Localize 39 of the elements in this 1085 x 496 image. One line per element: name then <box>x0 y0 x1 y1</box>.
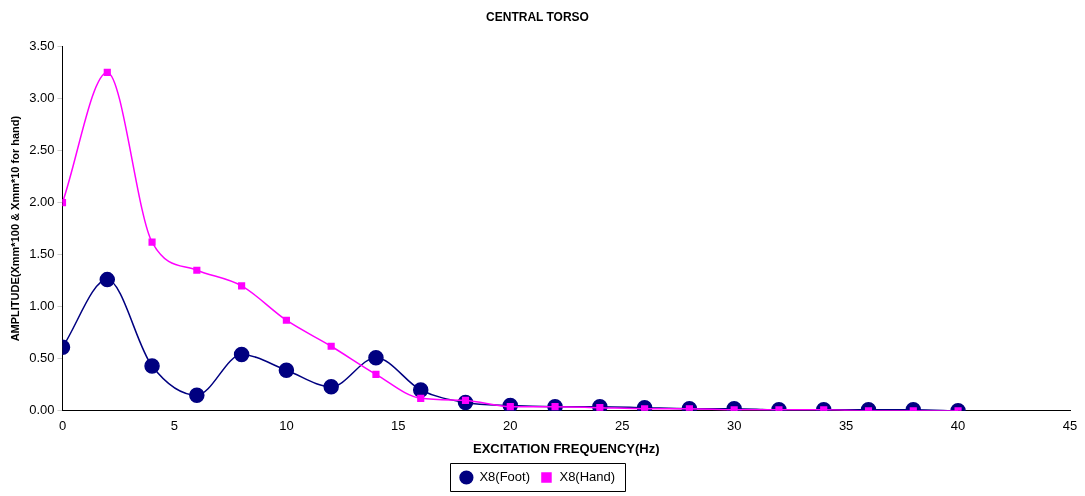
point <box>282 316 290 324</box>
x-tick-label: 25 <box>614 418 630 434</box>
y-tick-label: 0.50 <box>29 350 55 366</box>
legend-label: X8(Foot) <box>479 469 530 485</box>
y-tick-label: 2.00 <box>29 194 55 210</box>
point <box>278 362 295 378</box>
point <box>103 68 111 77</box>
x-tick-label: 0 <box>58 418 67 434</box>
y-tick-label: 3.00 <box>29 90 55 106</box>
chart-title: CENTRAL TORSO <box>486 9 589 24</box>
y-tick-label: 0.00 <box>29 402 55 418</box>
x-tick-label: 10 <box>279 418 294 434</box>
y-tick-label: 1.50 <box>29 246 55 262</box>
y-tick-label: 2.50 <box>29 142 55 158</box>
point <box>233 346 250 363</box>
y-tick-label: 3.50 <box>29 37 55 53</box>
x-tick-label: 20 <box>503 418 518 434</box>
point <box>144 358 160 374</box>
point <box>417 394 425 402</box>
x-tick-label: 15 <box>391 418 406 434</box>
legend-label: X8(Hand) <box>559 469 616 485</box>
point <box>412 382 429 398</box>
point <box>327 342 335 350</box>
point <box>238 282 246 290</box>
point <box>189 387 205 403</box>
point <box>193 266 201 274</box>
x-tick-label: 35 <box>838 418 854 434</box>
point <box>323 379 339 395</box>
point <box>372 370 380 378</box>
y-axis-title: AMPLITUDE(Xmm*100 & Xmm*10 for hand) <box>8 115 21 342</box>
x-tick-label: 40 <box>950 418 966 434</box>
y-tick-label: 1.00 <box>29 298 55 314</box>
point <box>148 238 156 246</box>
x-tick-label: 30 <box>726 418 742 434</box>
point <box>99 271 116 288</box>
x-tick-label: 45 <box>1062 418 1078 434</box>
x-axis-title: EXCITATION FREQUENCY(Hz) <box>472 440 660 456</box>
x-tick-label: 5 <box>170 418 179 434</box>
point <box>368 349 384 366</box>
